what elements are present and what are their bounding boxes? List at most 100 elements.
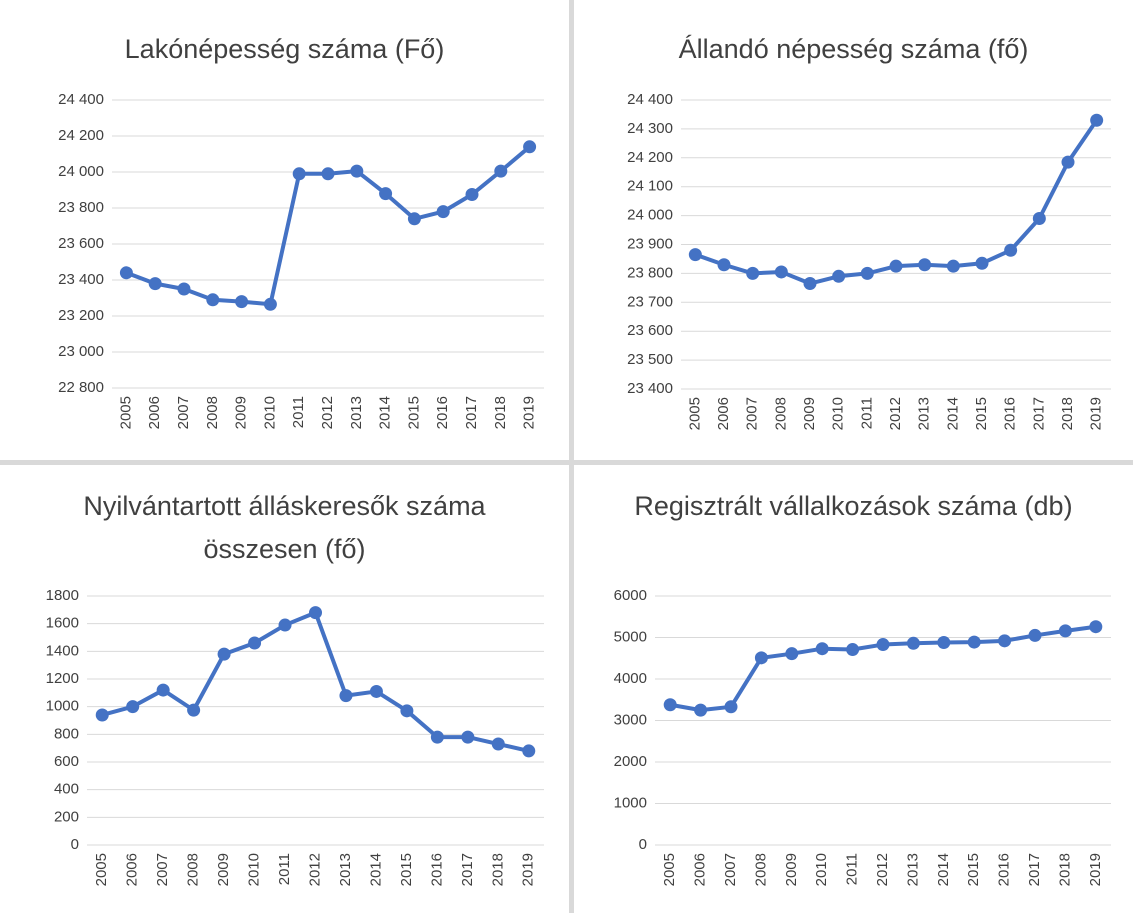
data-point [379,187,393,201]
x-tick-label: 2018 [1056,853,1073,886]
data-point [407,212,421,226]
y-tick-label: 23 600 [58,235,104,252]
x-tick-label: 2014 [935,853,952,886]
y-tick-label: 23 800 [627,264,673,281]
x-tick-label: 2011 [290,396,307,428]
x-tick-label: 2016 [996,853,1013,886]
chart-panel: 22 800 23 000 23 200 23 400 23 600 23 800 24 0… [0,0,569,460]
data-point [815,642,829,656]
data-point [998,634,1012,648]
data-point [967,635,981,649]
x-tick-label: 2005 [117,396,134,429]
data-point [187,703,201,717]
x-tick-label: 2015 [973,397,990,430]
data-point [217,647,231,661]
y-tick-label: 3000 [614,711,647,728]
data-point [860,266,874,280]
y-tick-label: 400 [54,781,79,798]
y-tick-label: 1200 [46,670,79,687]
data-point [465,188,479,201]
chart-panel: 23 400 23 500 23 600 23 700 23 800 23 900 24 0… [574,0,1133,460]
x-tick-label: 2016 [434,396,451,429]
data-point [126,700,140,714]
data-line [694,119,1099,286]
y-tick-label: 1600 [46,615,79,632]
x-tick-label: 2005 [661,853,678,886]
x-tick-label: 2012 [874,853,891,886]
y-tick-label: 22 800 [58,379,104,396]
data-point [688,248,702,262]
y-tick-label: 23 400 [627,380,673,397]
x-tick-label: 2018 [492,396,509,429]
x-tick-label: 2015 [965,853,982,886]
y-tick-label: 600 [54,753,79,770]
y-tick-label: 6000 [614,587,647,604]
data-point [461,730,475,744]
y-tick-label: 1400 [46,642,79,659]
y-tick-label: 23 700 [627,293,673,310]
x-tick-label: 2012 [319,396,336,429]
y-tick-label: 1800 [46,587,79,604]
x-tick-label: 2011 [276,853,293,885]
y-tick-label: 1000 [46,698,79,715]
data-point [148,277,162,291]
data-point [1032,211,1046,225]
data-point [746,266,760,280]
data-point [803,277,817,291]
data-point [292,167,306,181]
x-tick-label: 2017 [463,396,480,429]
data-point [494,164,508,178]
chart-title: Nyilvántartott álláskeresők száma összes… [83,491,486,564]
data-point [263,297,277,311]
y-tick-label: 23 400 [58,271,104,288]
data-point [369,684,383,698]
data-point [694,703,708,717]
y-tick-label: 24 200 [627,149,673,166]
y-tick-label: 0 [639,836,647,853]
x-tick-label: 2017 [1026,853,1043,886]
x-tick-label: 2006 [692,853,709,886]
data-point [918,258,932,272]
data-point [846,643,860,657]
chart: 23 400 23 500 23 600 23 700 23 800 23 900 24 0… [627,91,1111,430]
x-tick-label: 2015 [398,853,415,886]
x-tick-label: 2016 [428,853,445,886]
y-tick-label: 23 200 [58,307,104,324]
x-tick-label: 2014 [944,397,961,430]
x-tick-label: 2011 [844,853,861,885]
data-point [1004,243,1018,257]
data-point [339,689,353,703]
data-point [717,258,731,272]
y-tick-label: 24 400 [58,91,104,108]
chart-panel: 0 200 400 600 800 1000 1200 1400 1600 1800 2005 200… [0,465,569,913]
x-tick-label: 2011 [858,397,875,429]
data-point [522,744,536,758]
chart: 0 1000 2000 3000 4000 5000 6000 2005 2006 2007 200… [614,587,1111,886]
chart-title: Állandó népesség száma (fő) [678,34,1029,64]
x-tick-label: 2018 [489,853,506,886]
y-tick-label: 200 [54,808,79,825]
x-tick-label: 2013 [348,396,365,429]
x-tick-label: 2006 [124,853,141,886]
data-point [663,698,677,712]
y-tick-label: 2000 [614,753,647,770]
x-tick-label: 2006 [715,397,732,430]
data-point [774,265,788,279]
y-tick-label: 24 100 [627,178,673,195]
data-point [156,683,170,697]
x-tick-label: 2014 [367,853,384,886]
data-point [235,295,249,309]
data-point [906,636,920,650]
x-tick-label: 2017 [1030,397,1047,430]
y-tick-label: 24 200 [58,127,104,144]
data-point [785,647,799,661]
x-tick-label: 2006 [146,396,163,429]
data-point [278,618,292,632]
data-point [1089,620,1103,634]
x-tick-label: 2010 [246,853,263,886]
x-tick-label: 2008 [772,397,789,430]
data-point [321,167,335,181]
x-tick-label: 2019 [1087,853,1104,886]
data-point [430,730,444,744]
